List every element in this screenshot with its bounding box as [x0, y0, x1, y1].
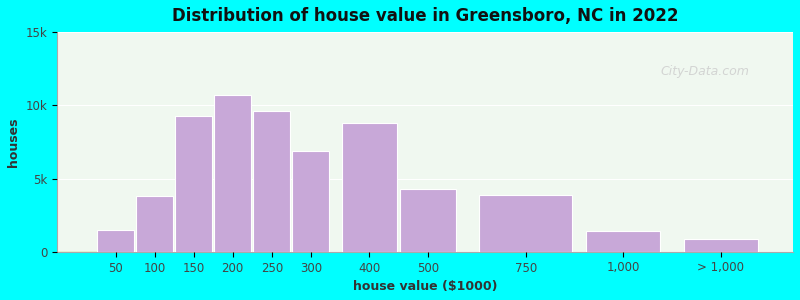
Bar: [342, 123, 398, 252]
Bar: [292, 151, 330, 252]
Title: Distribution of house value in Greensboro, NC in 2022: Distribution of house value in Greensbor…: [172, 7, 678, 25]
Bar: [97, 230, 134, 252]
X-axis label: house value ($1000): house value ($1000): [353, 280, 498, 293]
Bar: [136, 196, 173, 252]
Bar: [400, 189, 456, 252]
Bar: [586, 231, 660, 252]
Y-axis label: houses: houses: [7, 117, 20, 167]
Bar: [175, 116, 212, 252]
Bar: [479, 195, 572, 252]
Bar: [254, 111, 290, 252]
Bar: [684, 238, 758, 252]
Text: City-Data.com: City-Data.com: [661, 65, 750, 78]
Bar: [214, 95, 251, 252]
